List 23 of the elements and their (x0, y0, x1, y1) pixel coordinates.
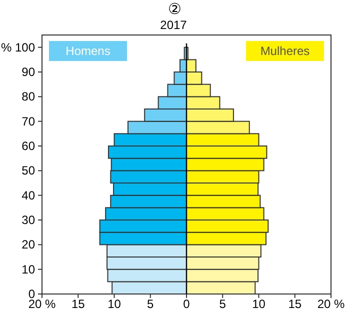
y-tick-label: 10 (22, 262, 36, 276)
x-tick-label: 5 (147, 297, 154, 311)
y-tick-label: 20 (22, 238, 36, 252)
y-tick-label: 90 (22, 65, 36, 79)
text: ② (168, 1, 181, 18)
y-tick-label: 60 (22, 139, 36, 153)
x-tick-label: 20 % (317, 297, 345, 311)
x-tick-label: 5 (219, 297, 226, 311)
y-tick-label: 50 (22, 164, 36, 178)
y-axis-title: % (1, 40, 12, 54)
chart-title: 2017 (160, 18, 188, 32)
x-tick-label: 10 (252, 297, 266, 311)
text: Homens (66, 44, 110, 58)
x-tick-label: 0 (183, 297, 190, 311)
y-tick-label: 30 (22, 213, 36, 227)
text: Mulheres (260, 44, 310, 58)
y-tick-label: 70 (22, 114, 36, 128)
y-tick-label: 80 (22, 90, 36, 104)
y-tick-label: 100 (14, 40, 36, 54)
x-tick-label: 10 (108, 297, 122, 311)
y-tick-label: 40 (22, 188, 36, 202)
x-tick-label: 15 (288, 297, 302, 311)
x-tick-label: 15 (71, 297, 86, 311)
